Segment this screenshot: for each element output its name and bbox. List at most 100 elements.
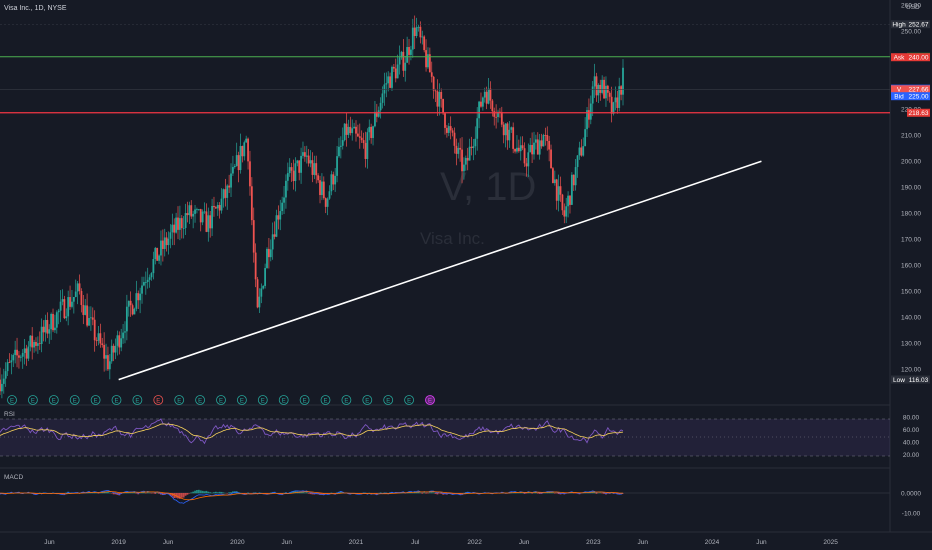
earnings-marker-label: E xyxy=(52,398,56,404)
macd-histogram-bar xyxy=(107,491,109,494)
price-axis-label: 130.00 xyxy=(901,341,921,348)
macd-histogram-bar xyxy=(374,493,376,494)
candle-body xyxy=(63,299,66,319)
macd-histogram-bar xyxy=(141,492,143,494)
earnings-marker-label: E xyxy=(198,398,202,404)
candle-body xyxy=(466,157,469,161)
candle-body xyxy=(4,371,7,379)
candle-body xyxy=(262,285,265,289)
candle-body xyxy=(296,160,299,164)
candle-body xyxy=(207,215,210,232)
macd-histogram-bar xyxy=(209,492,212,494)
candle-body xyxy=(303,152,306,157)
candle-body xyxy=(508,129,511,141)
candle-body xyxy=(576,155,579,168)
macd-histogram-bar xyxy=(428,492,431,494)
time-axis-label: 2025 xyxy=(823,539,838,546)
candle-body xyxy=(211,205,213,229)
macd-histogram-bar xyxy=(91,492,94,494)
candle-body xyxy=(474,138,477,147)
rsi-line xyxy=(0,418,624,445)
macd-histogram-bar xyxy=(199,490,202,494)
candle-body xyxy=(449,126,452,131)
candle-body xyxy=(143,282,145,286)
macd-histogram-bar xyxy=(322,493,325,495)
earnings-marker xyxy=(111,395,122,405)
macd-histogram-bar xyxy=(415,492,418,494)
price-axis-label: 180.00 xyxy=(901,211,921,218)
candle-body xyxy=(173,224,176,233)
candle-body xyxy=(55,312,58,328)
macd-histogram-bar xyxy=(101,492,104,494)
macd-histogram-bar xyxy=(192,491,195,494)
candle-body xyxy=(591,86,594,104)
candle-body xyxy=(317,175,320,181)
candle-body xyxy=(275,215,278,237)
macd-histogram-bar xyxy=(430,492,433,494)
candle-body xyxy=(457,147,460,154)
candle-body xyxy=(180,218,183,229)
candle-body xyxy=(419,26,422,38)
macd-histogram-bar xyxy=(300,492,302,494)
candle-body xyxy=(203,211,206,213)
macd-histogram-bar xyxy=(546,492,549,494)
candle-body xyxy=(279,211,282,220)
levels-layer xyxy=(0,23,890,381)
candle-body xyxy=(188,205,191,216)
price-axis-label: 150.00 xyxy=(901,289,921,296)
candle-body xyxy=(612,102,615,114)
macd-histogram-bar xyxy=(533,492,535,494)
time-axis-label: 2020 xyxy=(230,539,245,546)
macd-histogram-bar xyxy=(232,491,234,494)
candle-body xyxy=(561,194,564,211)
candle-body xyxy=(158,255,160,261)
candle-body xyxy=(491,100,494,112)
macd-histogram-bar xyxy=(591,491,594,494)
candle-body xyxy=(402,51,405,71)
macd-histogram-bar xyxy=(112,493,115,495)
earnings-marker-label: E xyxy=(135,398,139,404)
earnings-marker xyxy=(404,395,415,405)
candle-body xyxy=(139,293,142,301)
candle-body xyxy=(387,76,390,84)
candle-body xyxy=(572,174,575,186)
candle-body xyxy=(36,343,39,346)
candle-body xyxy=(355,126,357,134)
price-tag-label-bg xyxy=(891,375,907,384)
candle-body xyxy=(213,205,215,208)
candle-body xyxy=(404,62,407,71)
candle-body xyxy=(385,83,388,85)
candle-body xyxy=(322,181,325,199)
candle-body xyxy=(258,296,261,308)
candle-body xyxy=(519,145,522,152)
macd-histogram-bar xyxy=(201,490,204,494)
candle-body xyxy=(302,152,304,156)
candle-body xyxy=(99,333,102,344)
candle-body xyxy=(533,142,535,155)
macd-histogram-bar xyxy=(538,493,541,494)
macd-histogram-bar xyxy=(519,492,522,494)
candle-body xyxy=(364,143,367,159)
candle-body xyxy=(285,180,287,198)
candle-body xyxy=(12,354,15,361)
candle-body xyxy=(218,205,221,211)
candle-body xyxy=(228,185,231,188)
rsi-axis-label: 20.00 xyxy=(903,452,920,459)
candle-body xyxy=(182,227,185,229)
macd-histogram-bar xyxy=(143,492,145,494)
rsi-axis-label: 40.00 xyxy=(903,440,920,447)
candle-body xyxy=(309,160,312,164)
candle-body xyxy=(281,202,284,212)
time-axis: Jun 2019 Jun 2020 Jun 2021 Jul 2022 Jun 2023 Jun 20… xyxy=(44,539,838,546)
earnings-marker-label: E xyxy=(73,398,77,404)
candle-body xyxy=(584,129,587,147)
macd-histogram-bar xyxy=(593,492,596,494)
earnings-marker-label: E xyxy=(365,398,369,404)
candle-body xyxy=(252,220,255,253)
candle-body xyxy=(245,138,248,143)
watermark-ticker: V, 1D xyxy=(440,165,536,209)
price-tag-label: Ask xyxy=(894,55,906,62)
candle-body xyxy=(338,146,340,157)
macd-axis-label: -10.00 xyxy=(902,510,921,517)
